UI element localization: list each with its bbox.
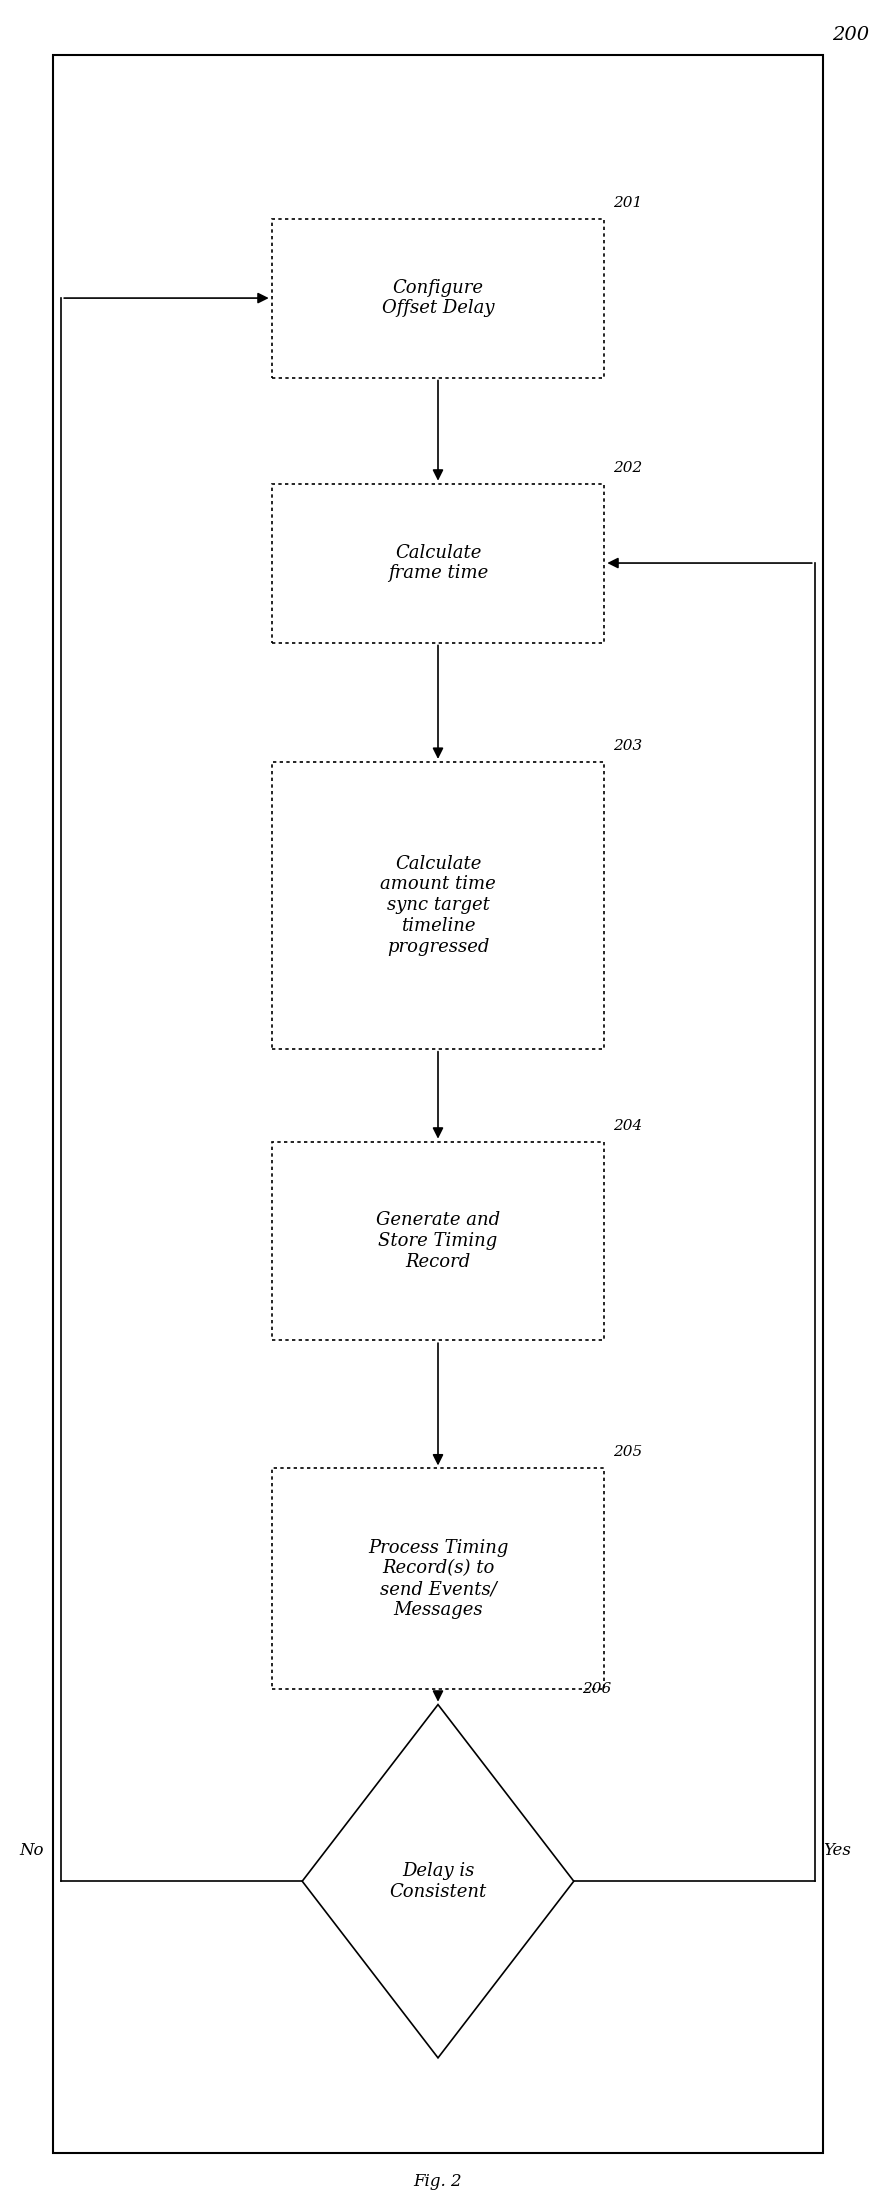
Text: 204: 204 (613, 1119, 642, 1133)
Text: Calculate
frame time: Calculate frame time (388, 543, 488, 583)
Polygon shape (302, 1705, 574, 2058)
Bar (272, 1468, 604, 1689)
Text: Fig. 2: Fig. 2 (413, 2173, 463, 2190)
Bar (272, 219, 604, 378)
Text: 200: 200 (832, 26, 869, 44)
Text: Yes: Yes (823, 1841, 851, 1859)
Text: Configure
Offset Delay: Configure Offset Delay (382, 278, 494, 318)
Text: Generate and
Store Timing
Record: Generate and Store Timing Record (376, 1212, 500, 1270)
Text: Process Timing
Record(s) to
send Events/
Messages: Process Timing Record(s) to send Events/… (368, 1539, 508, 1618)
Text: Calculate
amount time
sync target
timeline
progressed: Calculate amount time sync target timeli… (380, 854, 496, 956)
Text: 202: 202 (613, 461, 642, 475)
Bar (272, 484, 604, 643)
Text: 206: 206 (583, 1682, 611, 1696)
Bar (272, 762, 604, 1049)
Text: 205: 205 (613, 1446, 642, 1459)
Text: 203: 203 (613, 740, 642, 753)
Text: 201: 201 (613, 197, 642, 210)
Text: No: No (19, 1841, 44, 1859)
Bar (53, 55, 823, 2153)
Text: Delay is
Consistent: Delay is Consistent (389, 1861, 487, 1901)
Bar (272, 1142, 604, 1340)
